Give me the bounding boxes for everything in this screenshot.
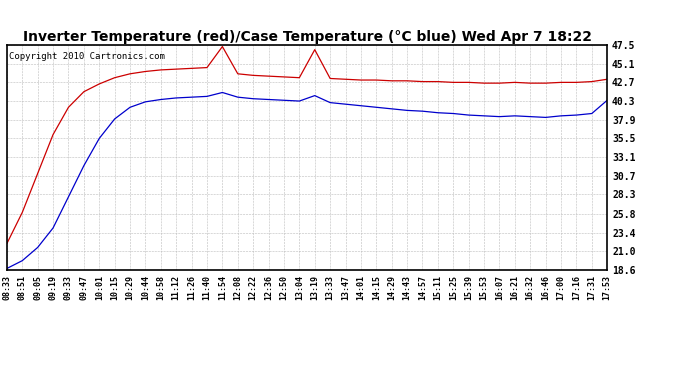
Title: Inverter Temperature (red)/Case Temperature (°C blue) Wed Apr 7 18:22: Inverter Temperature (red)/Case Temperat… [23,30,591,44]
Text: Copyright 2010 Cartronics.com: Copyright 2010 Cartronics.com [9,52,165,61]
